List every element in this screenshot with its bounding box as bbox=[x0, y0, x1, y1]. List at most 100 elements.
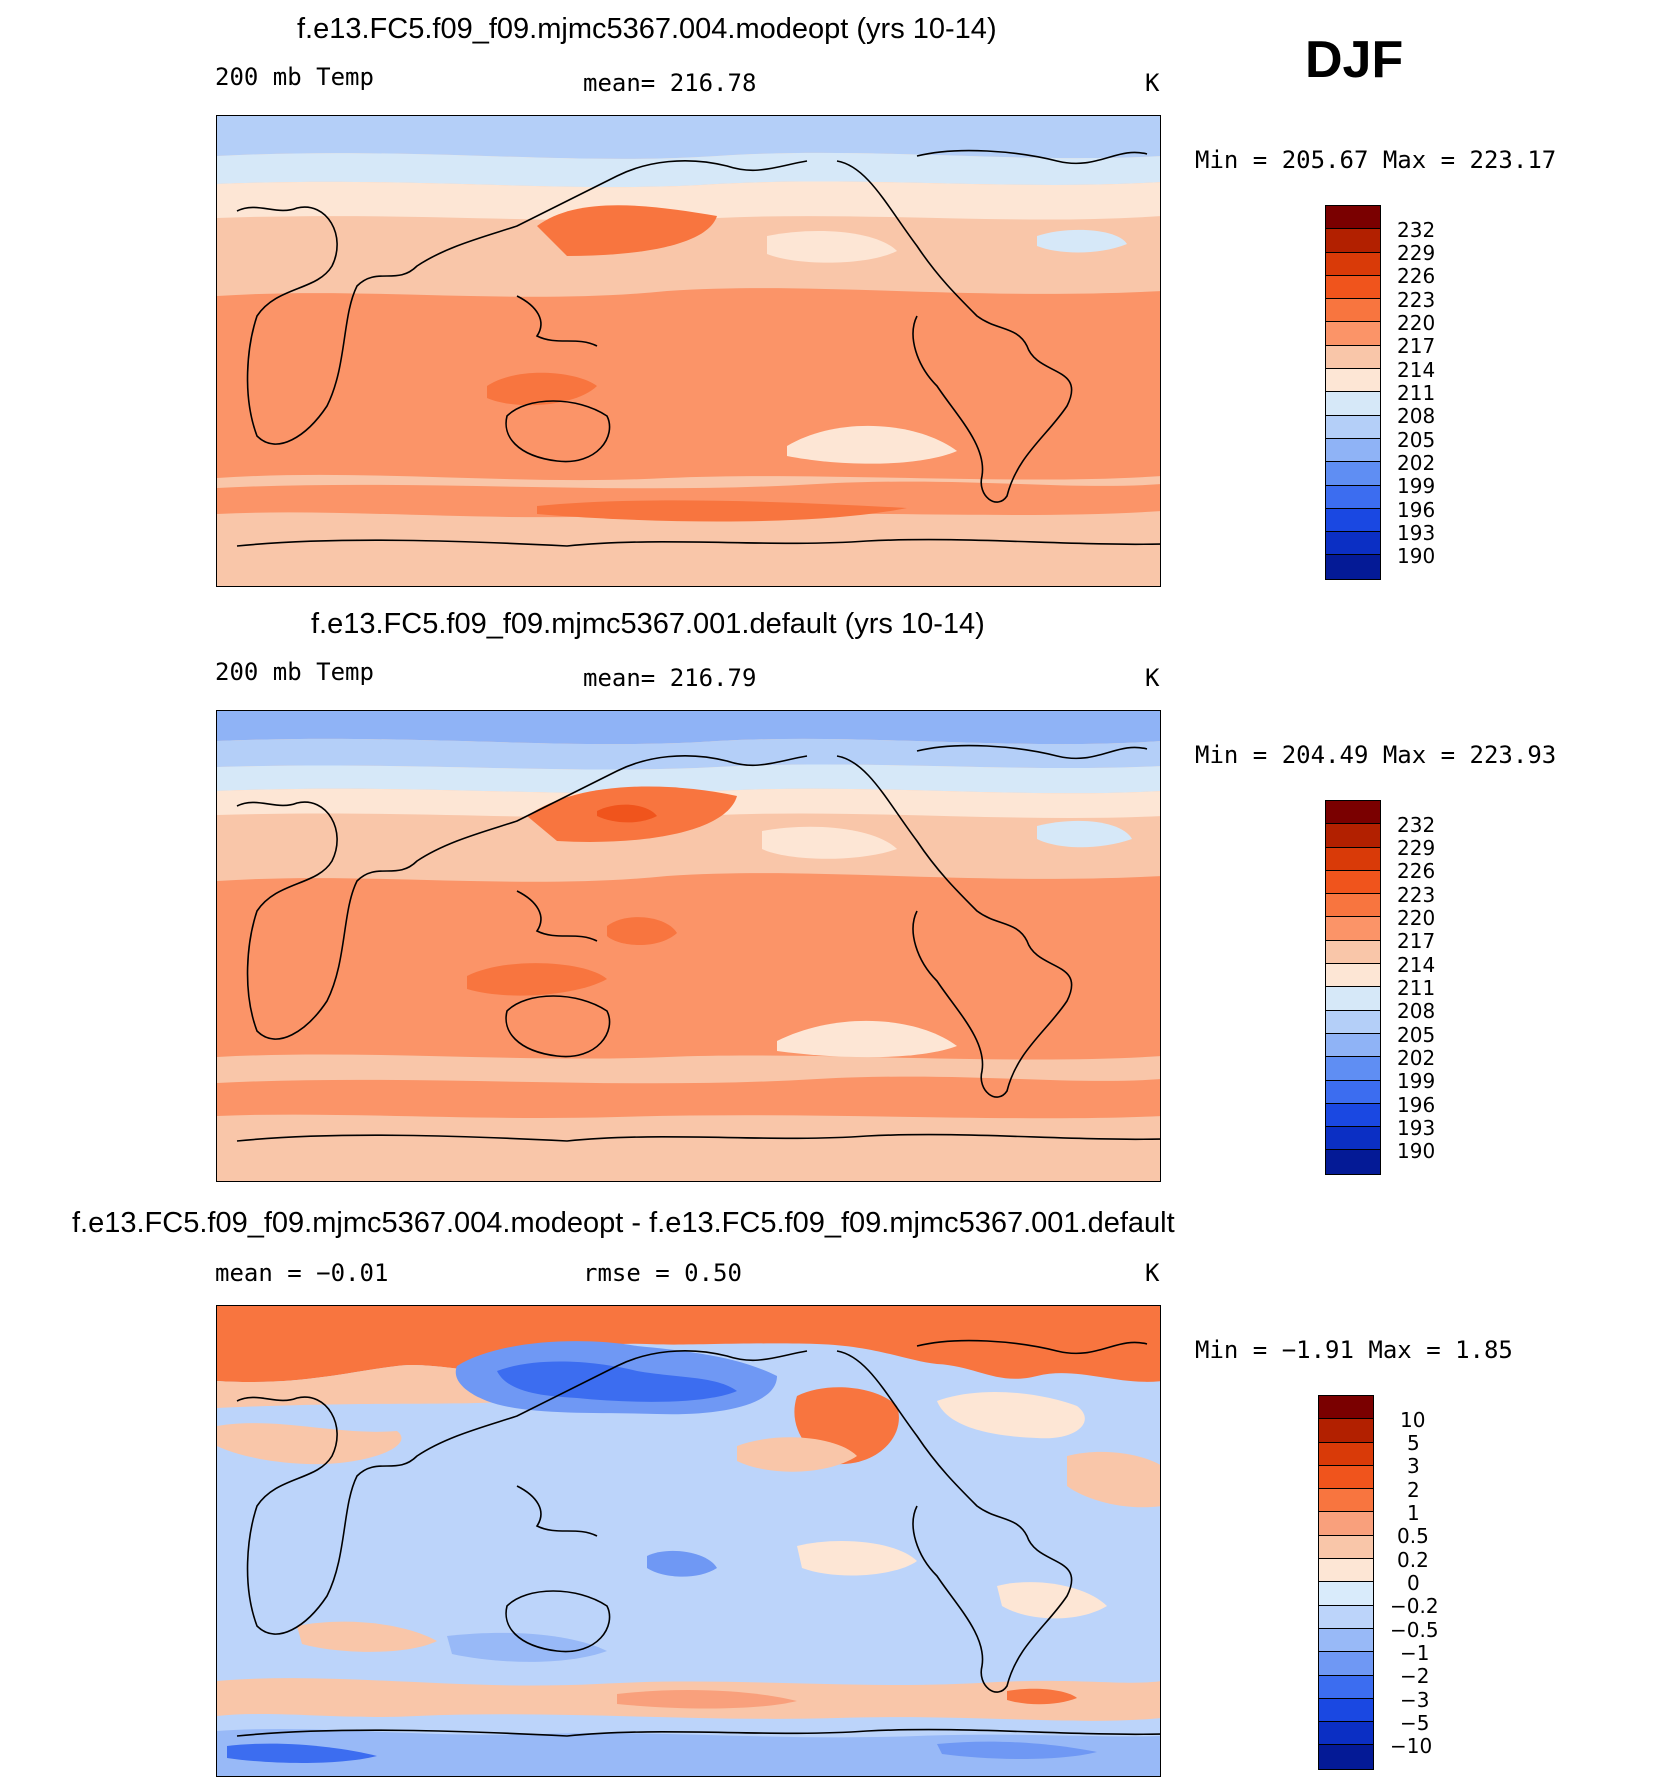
panel3-title: f.e13.FC5.f09_f09.mjmc5367.004.modeopt -… bbox=[72, 1207, 1175, 1239]
panel3-colorbar-swatch bbox=[1319, 1559, 1373, 1583]
panel2-colorbar-swatch bbox=[1326, 1057, 1380, 1081]
panel2-colorbar bbox=[1325, 800, 1381, 1175]
panel2-mean-label: mean= 216.79 bbox=[583, 664, 757, 692]
panel1-colorbar-swatch bbox=[1326, 299, 1380, 323]
panel3-colorbar-swatch bbox=[1319, 1442, 1373, 1466]
panel1-colorbar-swatch bbox=[1326, 462, 1380, 486]
panel2-colorbar-tick: 208 bbox=[1397, 999, 1436, 1023]
panel2-colorbar-tick: 190 bbox=[1397, 1139, 1436, 1163]
panel2-colorbar-swatch bbox=[1326, 1033, 1380, 1058]
panel3-colorbar-swatch bbox=[1319, 1722, 1373, 1746]
panel3-colorbar-tick: 5 bbox=[1407, 1431, 1420, 1455]
panel3-colorbar-swatch bbox=[1319, 1535, 1373, 1560]
panel1-colorbar-tick: 226 bbox=[1397, 264, 1436, 288]
panel3-map bbox=[216, 1305, 1161, 1777]
panel2-colorbar-swatch bbox=[1326, 894, 1380, 918]
panel1-colorbar-tick: 190 bbox=[1397, 544, 1436, 568]
panel3-colorbar-swatch bbox=[1319, 1675, 1373, 1699]
panel2-title: f.e13.FC5.f09_f09.mjmc5367.001.default (… bbox=[311, 608, 985, 640]
panel1-colorbar-swatch bbox=[1326, 555, 1380, 579]
panel2-colorbar-swatch bbox=[1326, 870, 1380, 895]
panel2-colorbar-tick: 199 bbox=[1397, 1069, 1436, 1093]
season-label: DJF bbox=[1305, 31, 1404, 89]
panel2-colorbar-swatch bbox=[1326, 847, 1380, 871]
panel1-colorbar-swatch bbox=[1326, 322, 1380, 346]
panel3-colorbar-swatch bbox=[1319, 1628, 1373, 1653]
panel1-colorbar-swatch bbox=[1326, 345, 1380, 370]
panel3-colorbar-swatch bbox=[1319, 1745, 1373, 1769]
panel1-mean-label: mean= 216.78 bbox=[583, 69, 757, 97]
panel1-colorbar-tick: 196 bbox=[1397, 498, 1436, 522]
panel3-colorbar-tick: −5 bbox=[1400, 1711, 1430, 1735]
panel1-title: f.e13.FC5.f09_f09.mjmc5367.004.modeopt (… bbox=[297, 13, 997, 45]
panel2-colorbar-tick: 229 bbox=[1397, 836, 1436, 860]
panel3-mean-label: mean = −0.01 bbox=[215, 1259, 389, 1287]
panel2-colorbar-swatch bbox=[1326, 1080, 1380, 1104]
panel1-colorbar-swatch bbox=[1326, 415, 1380, 439]
panel1-colorbar-tick: 193 bbox=[1397, 521, 1436, 545]
panel1-colorbar-tick: 199 bbox=[1397, 474, 1436, 498]
panel3-colorbar-swatch bbox=[1319, 1652, 1373, 1676]
panel2-colorbar-swatch bbox=[1326, 1150, 1380, 1174]
panel1-colorbar-tick: 229 bbox=[1397, 241, 1436, 265]
panel1-map bbox=[216, 115, 1161, 587]
panel3-colorbar-tick: 3 bbox=[1407, 1454, 1420, 1478]
panel3-colorbar-tick: 0.5 bbox=[1397, 1524, 1429, 1548]
panel1-colorbar-tick: 220 bbox=[1397, 311, 1436, 335]
panel2-colorbar-swatch bbox=[1326, 1103, 1380, 1128]
panel1-colorbar-swatch bbox=[1326, 275, 1380, 300]
panel3-colorbar-swatch bbox=[1319, 1489, 1373, 1513]
panel1-variable-label: 200 mb Temp bbox=[215, 63, 374, 91]
panel2-colorbar-tick: 223 bbox=[1397, 883, 1436, 907]
panel2-colorbar-tick: 193 bbox=[1397, 1116, 1436, 1140]
panel1-units-label: K bbox=[1145, 69, 1160, 97]
panel1-colorbar-swatch bbox=[1326, 229, 1380, 253]
panel3-colorbar-swatch bbox=[1319, 1698, 1373, 1723]
panel3-map-svg bbox=[217, 1306, 1160, 1776]
panel3-colorbar-tick: −0.5 bbox=[1390, 1618, 1439, 1642]
panel2-colorbar-tick: 214 bbox=[1397, 953, 1436, 977]
panel2-colorbar-tick: 232 bbox=[1397, 813, 1436, 837]
panel2-colorbar-swatch bbox=[1326, 824, 1380, 848]
panel2-colorbar-tick: 196 bbox=[1397, 1093, 1436, 1117]
panel2-colorbar-tick: 217 bbox=[1397, 929, 1436, 953]
panel3-units-label: K bbox=[1145, 1259, 1160, 1287]
panel2-colorbar-swatch bbox=[1326, 917, 1380, 941]
panel3-colorbar-swatch bbox=[1319, 1419, 1373, 1443]
panel2-units-label: K bbox=[1145, 664, 1160, 692]
panel2-colorbar-swatch bbox=[1326, 1010, 1380, 1034]
panel3-minmax-label: Min = −1.91 Max = 1.85 bbox=[1195, 1336, 1513, 1364]
panel1-colorbar-tick: 202 bbox=[1397, 451, 1436, 475]
panel3-colorbar-tick: −2 bbox=[1400, 1664, 1430, 1688]
panel2-colorbar-tick: 226 bbox=[1397, 859, 1436, 883]
panel3-colorbar-swatch bbox=[1319, 1512, 1373, 1536]
panel2-colorbar-swatch bbox=[1326, 940, 1380, 965]
panel3-colorbar-tick: −1 bbox=[1400, 1641, 1430, 1665]
panel1-colorbar-swatch bbox=[1326, 369, 1380, 393]
panel3-colorbar-tick: −10 bbox=[1390, 1734, 1433, 1758]
panel1-map-svg bbox=[217, 116, 1160, 586]
panel3-colorbar-tick: 0.2 bbox=[1397, 1548, 1429, 1572]
panel2-colorbar-swatch bbox=[1326, 1127, 1380, 1151]
panel3-colorbar-tick: 2 bbox=[1407, 1478, 1420, 1502]
panel1-colorbar-swatch bbox=[1326, 532, 1380, 556]
panel2-colorbar-tick: 220 bbox=[1397, 906, 1436, 930]
panel1-colorbar-tick: 214 bbox=[1397, 358, 1436, 382]
panel3-colorbar-swatch bbox=[1319, 1582, 1373, 1606]
panel2-variable-label: 200 mb Temp bbox=[215, 658, 374, 686]
panel1-colorbar-tick: 232 bbox=[1397, 218, 1436, 242]
panel2-colorbar-swatch bbox=[1326, 964, 1380, 988]
panel2-colorbar-tick: 205 bbox=[1397, 1023, 1436, 1047]
panel3-colorbar-swatch bbox=[1319, 1605, 1373, 1629]
panel3-colorbar-tick: 1 bbox=[1407, 1501, 1420, 1525]
panel3-colorbar-swatch bbox=[1319, 1465, 1373, 1490]
panel2-minmax-label: Min = 204.49 Max = 223.93 bbox=[1195, 741, 1557, 769]
panel1-colorbar-tick: 208 bbox=[1397, 404, 1436, 428]
panel1-colorbar-tick: 217 bbox=[1397, 334, 1436, 358]
panel3-colorbar-swatch bbox=[1319, 1396, 1373, 1420]
panel1-colorbar bbox=[1325, 205, 1381, 580]
panel1-colorbar-tick: 211 bbox=[1397, 381, 1436, 405]
panel1-colorbar-swatch bbox=[1326, 252, 1380, 276]
panel2-map-svg bbox=[217, 711, 1160, 1181]
panel1-colorbar-swatch bbox=[1326, 438, 1380, 463]
